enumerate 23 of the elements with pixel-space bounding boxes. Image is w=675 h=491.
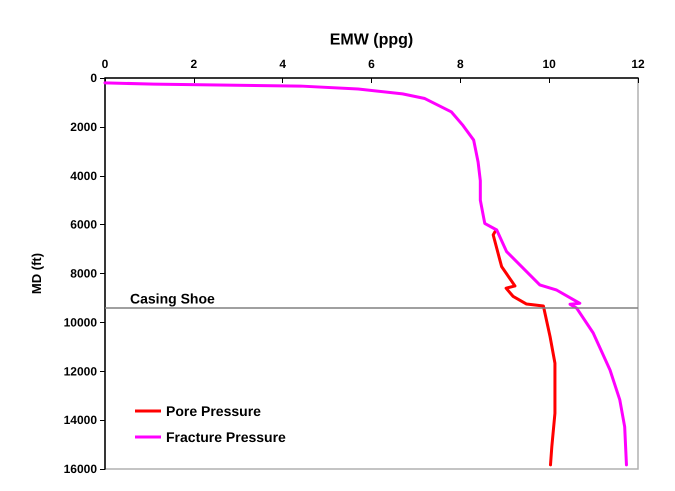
y-tick-label: 16000	[64, 462, 98, 476]
x-tick-label: 0	[102, 57, 109, 71]
y-tick-label: 6000	[70, 218, 98, 232]
x-tick-label: 8	[456, 57, 464, 71]
line-series	[104, 81, 628, 466]
y-axis-title: MD (ft)	[29, 252, 44, 294]
y-tick-label: 0	[90, 71, 98, 85]
line-series	[492, 230, 556, 466]
y-tick-label: 4000	[70, 168, 98, 183]
x-tick-label: 4	[279, 57, 286, 71]
ref-line-label: Casing Shoe	[130, 290, 216, 307]
x-tick-label: 2	[190, 57, 198, 71]
legend-label: Pore Pressure	[166, 403, 262, 419]
y-tick-label: 8000	[70, 266, 98, 280]
y-tick-label: 14000	[64, 413, 98, 428]
legend-label: Fracture Pressure	[166, 429, 286, 445]
x-tick-label: 12	[631, 57, 645, 71]
y-tick-label: 2000	[70, 120, 98, 134]
x-tick-label: 6	[368, 57, 376, 71]
y-tick-label: 10000	[64, 315, 98, 330]
x-tick-label: 10	[542, 57, 556, 71]
x-axis-title: EMW (ppg)	[330, 32, 414, 48]
y-tick-label: 12000	[64, 364, 98, 378]
